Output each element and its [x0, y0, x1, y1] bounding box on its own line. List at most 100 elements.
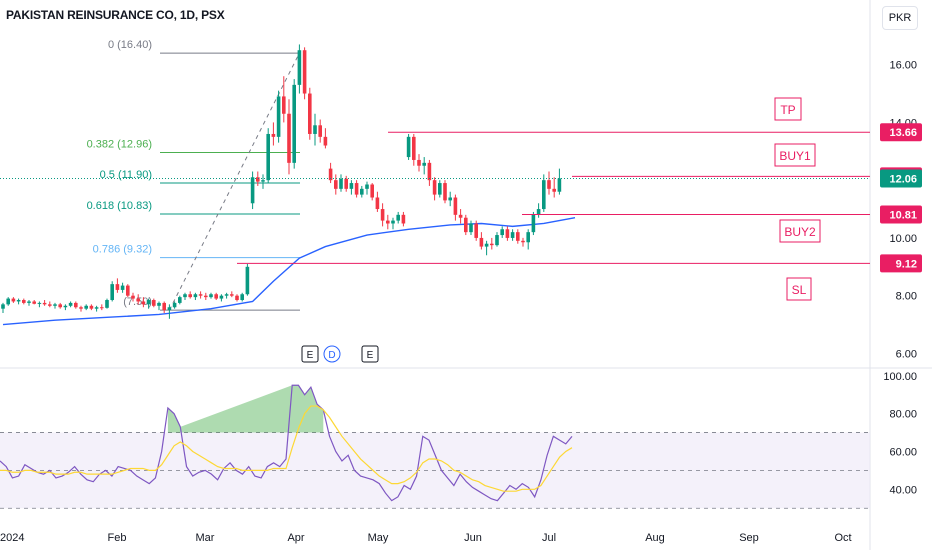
- candle-body: [261, 180, 265, 182]
- candle-body: [365, 184, 369, 189]
- candle-body: [32, 301, 36, 304]
- candle-body: [6, 298, 10, 305]
- candle-body: [1, 304, 5, 309]
- rsi-line: [0, 384, 573, 502]
- candle-body: [188, 294, 192, 298]
- rsi-overbought-fill: [167, 385, 324, 433]
- candle-body: [131, 295, 135, 299]
- candle-body: [245, 266, 250, 295]
- candle-body: [328, 168, 333, 181]
- candle-body: [100, 307, 104, 309]
- last-price-label: 12.06: [889, 173, 917, 185]
- level-tag-label: TP: [780, 103, 795, 117]
- candle-body: [209, 294, 213, 298]
- candle-body: [94, 307, 99, 309]
- time-tick-label: Oct: [834, 532, 851, 544]
- candle-body: [84, 305, 88, 309]
- candle-body: [157, 302, 161, 306]
- candle-body: [547, 180, 551, 189]
- candle-body: [224, 294, 229, 296]
- candle-body: [536, 209, 541, 215]
- candle-body: [380, 209, 385, 221]
- candle-body: [334, 180, 338, 189]
- candle-body: [162, 302, 166, 311]
- candle-body: [53, 304, 57, 306]
- price-badge: [880, 254, 922, 273]
- level-tag-label: SL: [792, 283, 807, 297]
- price-badge-label: 9.12: [896, 258, 917, 270]
- candle-body: [11, 298, 16, 302]
- candle-body: [453, 197, 458, 215]
- fib-level-label: 0.618 (10.83): [87, 200, 152, 212]
- price-tick-label: 6.00: [896, 348, 917, 360]
- candle-body: [256, 177, 260, 182]
- moving-average-line: [2, 217, 576, 326]
- level-tag-box: [779, 219, 821, 243]
- candle-body: [302, 50, 307, 94]
- candle-body: [63, 305, 68, 308]
- price-badge-label: 13.66: [889, 127, 917, 139]
- candle-body: [500, 229, 504, 236]
- candle-body: [141, 301, 146, 305]
- level-tag-box: [774, 143, 816, 167]
- candle-body: [339, 178, 343, 189]
- candle-body: [354, 183, 359, 195]
- rsi-tick-label: 100.00: [883, 371, 917, 383]
- candle-body: [542, 180, 546, 210]
- candle-body: [198, 294, 203, 296]
- candle-body: [178, 297, 182, 303]
- last-price-badge: [880, 169, 922, 188]
- candle-body: [219, 295, 224, 299]
- price-badge: [880, 123, 922, 142]
- candle-body: [521, 240, 525, 243]
- level-tag-label: BUY1: [779, 149, 811, 163]
- level-tag-box: [774, 97, 802, 121]
- candle-body: [432, 180, 437, 195]
- candle-body: [438, 183, 442, 195]
- candle-body: [458, 214, 463, 218]
- candle-body: [375, 197, 380, 210]
- candle-body: [146, 300, 151, 305]
- candle-body: [110, 284, 114, 301]
- candle-body: [484, 243, 489, 247]
- currency-button[interactable]: PKR: [882, 6, 918, 30]
- event-label: E: [307, 350, 314, 361]
- price-tick-label: 10.00: [889, 233, 917, 245]
- rsi-ma-line: [0, 405, 573, 492]
- candle-body: [313, 125, 317, 134]
- candle-body: [474, 223, 478, 238]
- event-dividend-icon: [323, 345, 341, 363]
- rsi-tick-label: 80.00: [889, 409, 917, 421]
- candle-body: [235, 295, 239, 301]
- fib-level-label: 0.786 (9.32): [93, 244, 152, 256]
- candle-body: [360, 188, 364, 195]
- candle-body: [479, 237, 484, 247]
- candle-body: [448, 197, 452, 201]
- candle-body: [240, 294, 244, 301]
- candle-body: [370, 184, 374, 198]
- candle-body: [443, 183, 447, 201]
- candle-body: [282, 96, 286, 114]
- event-label: D: [328, 350, 335, 361]
- candle-body: [48, 304, 52, 306]
- price-badge-label: 10.81: [889, 210, 917, 222]
- candle-body: [516, 232, 520, 241]
- candle-body: [490, 243, 494, 246]
- level-tag-box: [786, 277, 812, 301]
- candle-body: [193, 294, 198, 298]
- candle-body: [58, 304, 62, 308]
- time-tick-label: Sep: [739, 532, 759, 544]
- candle-body: [136, 298, 140, 302]
- candle-body: [27, 301, 31, 303]
- fib-level-label: 0 (16.40): [108, 39, 152, 51]
- candle-body: [297, 50, 302, 85]
- candle-body: [531, 214, 536, 233]
- candle-body: [510, 232, 515, 238]
- level-tag-label: BUY2: [784, 225, 816, 239]
- candle-body: [318, 125, 322, 137]
- price-tick-label: 16.00: [889, 60, 917, 72]
- time-tick-label: 2024: [0, 532, 24, 544]
- candle-body: [417, 159, 421, 166]
- candle-body: [172, 302, 177, 308]
